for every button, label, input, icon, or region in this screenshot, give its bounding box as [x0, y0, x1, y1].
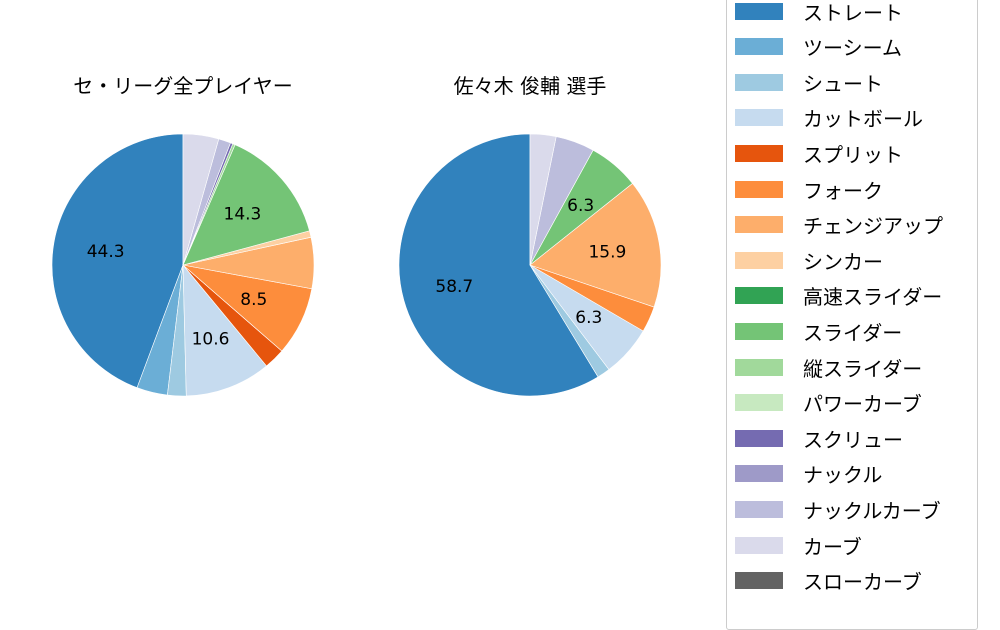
legend-swatch [735, 536, 783, 554]
legend-item: スプリット [735, 141, 903, 167]
legend-item: ナックル [735, 462, 883, 488]
legend-item: シンカー [735, 248, 883, 274]
slice-label: 44.3 [87, 242, 125, 262]
right-chart-title: 佐々木 俊輔 選手 [453, 74, 607, 98]
legend-swatch [735, 73, 783, 91]
slice-label: 15.9 [588, 242, 626, 262]
left-chart-title: セ・リーグ全プレイヤー [73, 74, 293, 98]
pie-slice [182, 264, 267, 397]
legend-label: シュート [803, 71, 883, 96]
legend-label: スクリュー [803, 427, 903, 452]
slice-label: 8.5 [240, 290, 267, 310]
legend-item: カーブ [735, 533, 862, 559]
legend-swatch [735, 429, 783, 447]
legend-label: ナックル [803, 463, 883, 488]
pie-slice [51, 133, 184, 389]
legend-swatch [735, 465, 783, 483]
legend-item: スクリュー [735, 426, 903, 452]
pie-charts: 44.3 10.6 8.5 14.3 58.7 6.3 15.9 6.3 [51, 133, 662, 397]
legend-item: 高速スライダー [735, 284, 943, 310]
legend-label: ナックルカーブ [803, 498, 941, 523]
pie-slice [182, 144, 310, 266]
legend-swatch [735, 394, 783, 412]
legend-label: スライダー [803, 320, 903, 345]
legend-item: スローカーブ [735, 569, 922, 595]
legend-item: ナックルカーブ [735, 497, 941, 523]
legend-swatch [735, 109, 783, 127]
legend-item: ツーシーム [735, 35, 902, 61]
legend-swatch [735, 38, 783, 56]
pie-slice [182, 133, 220, 266]
legend-swatch [735, 287, 783, 305]
legend-swatch [735, 572, 783, 590]
pie-slice [398, 133, 599, 397]
legend-item: スライダー [735, 319, 903, 345]
legend-swatch [735, 180, 783, 198]
slice-label: 10.6 [192, 330, 230, 350]
legend-swatch [735, 251, 783, 269]
legend-label: カーブ [803, 534, 862, 559]
legend-swatch [735, 500, 783, 518]
legend-label: カットボール [803, 107, 923, 132]
pie-slice [529, 182, 662, 308]
slice-label: 6.3 [575, 308, 602, 328]
legend-label: 高速スライダー [803, 285, 943, 310]
legend-swatch [735, 2, 783, 20]
legend-item: フォーク [735, 177, 883, 203]
legend-label: スローカーブ [803, 570, 922, 595]
legend-swatch [735, 322, 783, 340]
legend: ストレートツーシームシュートカットボール スプリットフォークチェンジアップ シンカー… [726, 0, 978, 630]
legend-label: スプリット [803, 142, 903, 167]
legend-swatch [735, 144, 783, 162]
legend-swatch [735, 358, 783, 376]
slice-label: 14.3 [224, 205, 262, 225]
slice-label: 58.7 [435, 277, 473, 297]
slice-label: 6.3 [567, 196, 594, 216]
legend-label: シンカー [803, 249, 883, 274]
legend-item: パワーカーブ [735, 391, 922, 417]
legend-item: シュート [735, 70, 883, 96]
legend-label: ツーシーム [803, 36, 902, 61]
legend-label: 縦スライダー [803, 356, 923, 381]
legend-label: ストレート [803, 0, 903, 25]
pie-slice [529, 133, 557, 266]
legend-swatch [735, 216, 783, 234]
legend-item: ストレート [735, 0, 903, 25]
legend-label: チェンジアップ [803, 214, 943, 239]
legend-item: カットボール [735, 106, 923, 132]
legend-label: パワーカーブ [803, 392, 922, 417]
legend-item: チェンジアップ [735, 213, 943, 239]
legend-label: フォーク [803, 178, 883, 203]
legend-item: 縦スライダー [735, 355, 923, 381]
